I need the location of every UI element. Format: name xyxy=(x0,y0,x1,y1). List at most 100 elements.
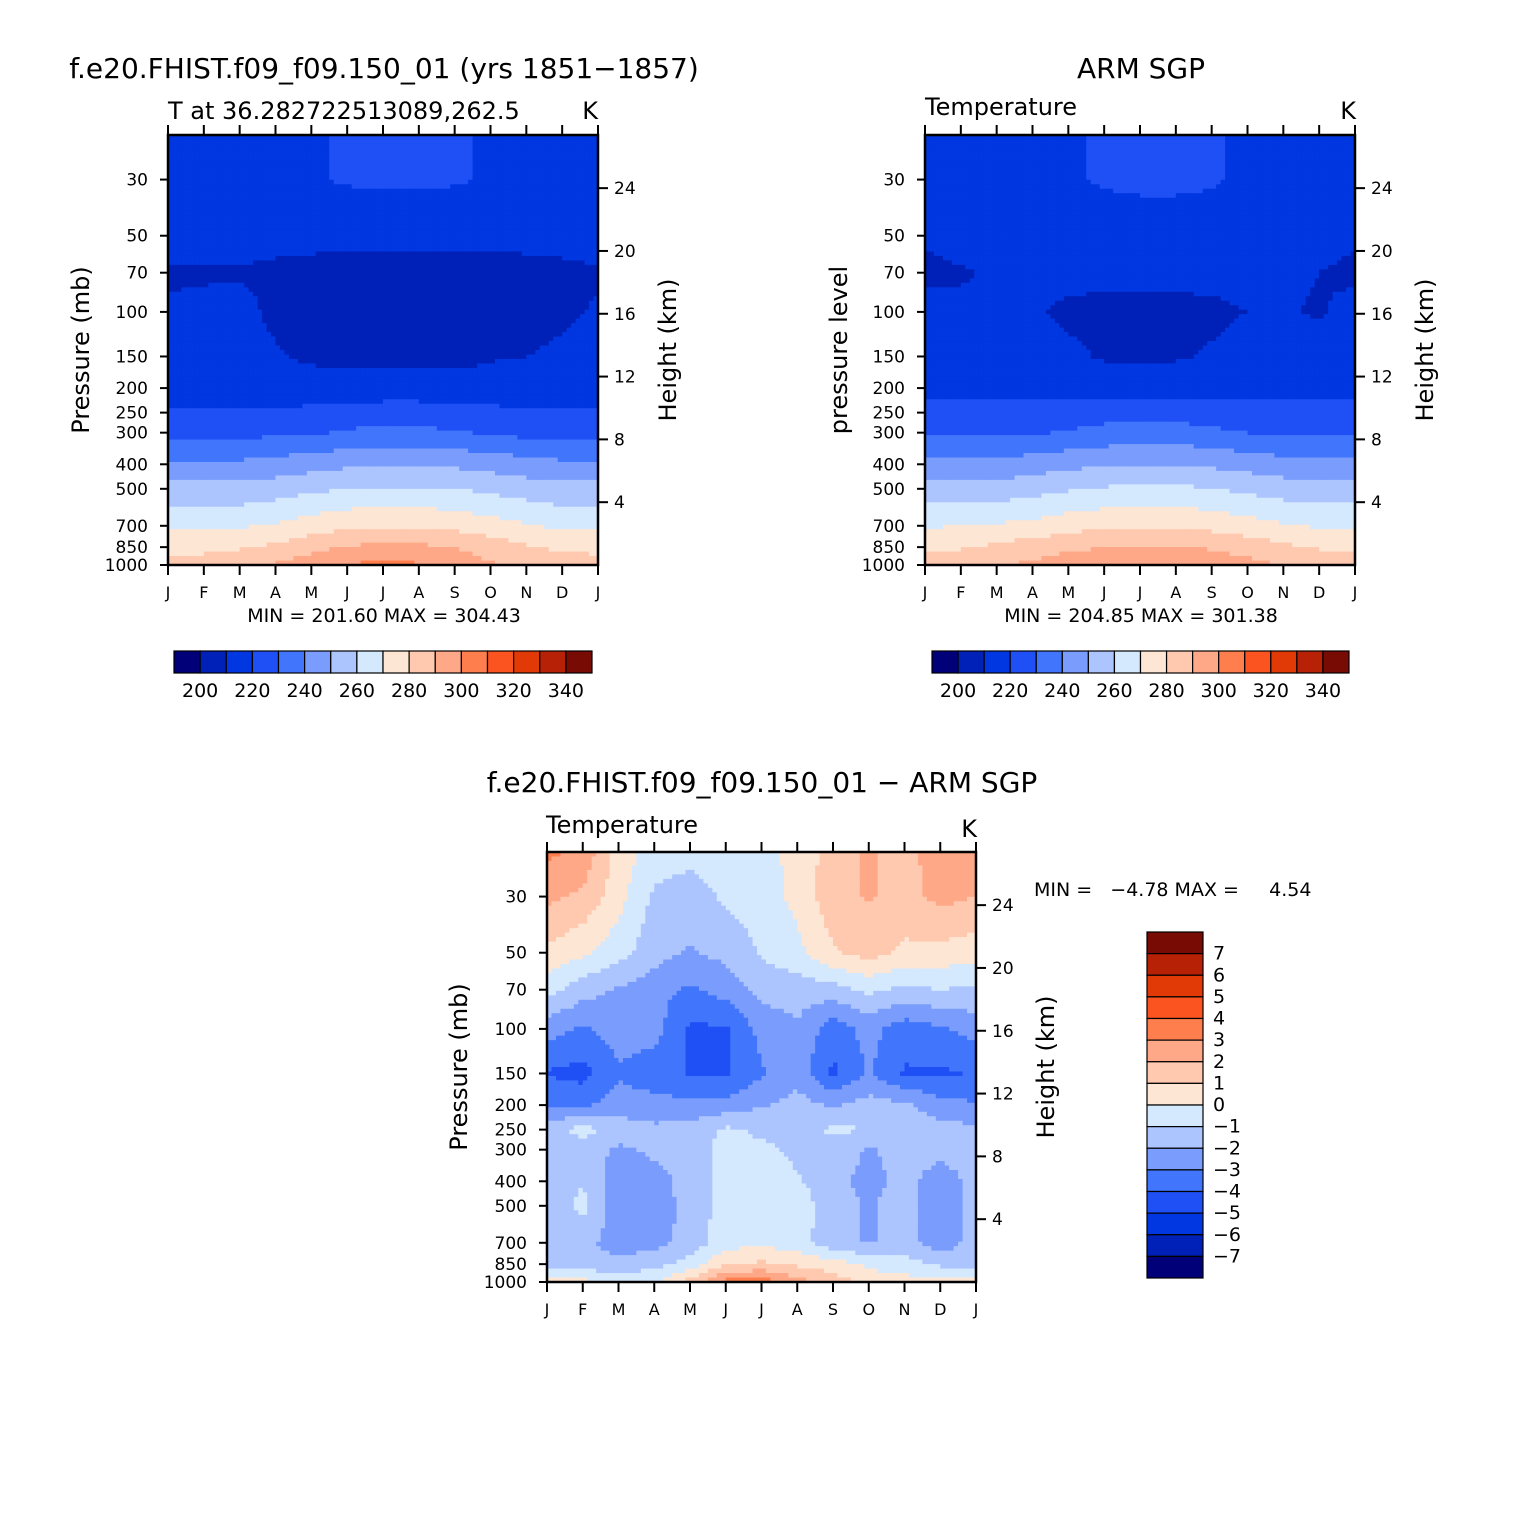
contour-cell xyxy=(539,323,545,329)
contour-cell xyxy=(351,300,357,306)
contour-cell xyxy=(378,296,384,302)
contour-cell xyxy=(494,255,501,262)
contour-cell xyxy=(194,211,200,217)
contour-cell xyxy=(517,184,523,190)
contour-cell xyxy=(490,166,496,172)
contour-cell xyxy=(306,197,312,203)
contour-cell xyxy=(351,224,357,230)
contour-cell xyxy=(360,246,366,253)
contour-cell xyxy=(374,188,380,194)
contour-cell xyxy=(271,264,277,270)
contour-cell xyxy=(262,148,268,154)
contour-cell xyxy=(212,332,218,338)
contour-cell xyxy=(342,184,348,190)
contour-cell xyxy=(324,193,330,199)
contour-cell xyxy=(208,350,214,356)
contour-cell xyxy=(378,282,384,288)
contour-cell xyxy=(356,255,362,262)
contour-cell xyxy=(445,148,451,154)
contour-cell xyxy=(409,358,415,365)
contour-cell xyxy=(562,287,568,293)
contour-cell xyxy=(472,242,478,248)
contour-cell xyxy=(248,305,254,311)
contour-cell xyxy=(553,305,559,311)
contour-cell xyxy=(257,273,263,279)
contour-cell xyxy=(445,161,451,167)
contour-cell xyxy=(221,193,227,199)
contour-cell xyxy=(566,143,572,150)
contour-cell xyxy=(297,363,303,369)
contour-cell xyxy=(329,143,335,150)
contour-cell xyxy=(333,157,339,163)
contour-cell xyxy=(539,269,545,275)
contour-cell xyxy=(409,166,415,172)
contour-cell xyxy=(329,211,335,217)
contour-cell xyxy=(275,287,281,293)
contour-cell xyxy=(279,300,286,306)
contour-cell xyxy=(279,287,286,293)
contour-cell xyxy=(194,229,200,235)
contour-cell xyxy=(427,282,433,288)
contour-cell xyxy=(338,273,344,279)
contour-cell xyxy=(517,305,523,311)
contour-cell xyxy=(203,246,209,253)
contour-cell xyxy=(293,350,299,356)
contour-cell xyxy=(441,220,447,226)
contour-cell xyxy=(544,148,550,154)
contour-cell xyxy=(253,246,259,253)
contour-cell xyxy=(481,170,487,176)
contour-cell xyxy=(405,327,411,333)
contour-cell xyxy=(194,287,200,293)
contour-cell xyxy=(356,309,362,315)
contour-cell xyxy=(185,264,191,270)
contour-cell xyxy=(494,135,501,141)
contour-cell xyxy=(584,358,590,365)
contour-cell xyxy=(212,341,218,347)
contour-cell xyxy=(418,255,424,262)
contour-cell xyxy=(351,291,357,297)
contour-cell xyxy=(271,229,277,235)
contour-cell xyxy=(315,300,321,306)
contour-cell xyxy=(423,161,429,167)
contour-cell xyxy=(503,350,510,356)
contour-cell xyxy=(584,184,590,190)
contour-cell xyxy=(427,345,433,351)
contour-cell xyxy=(347,305,353,311)
contour-cell xyxy=(409,327,415,333)
contour-cell xyxy=(383,238,389,244)
contour-cell xyxy=(347,238,353,244)
contour-cell xyxy=(436,323,442,329)
contour-cell xyxy=(378,139,384,145)
contour-cell xyxy=(553,287,559,293)
contour-cell xyxy=(405,358,411,365)
contour-cell xyxy=(418,202,424,208)
contour-cell xyxy=(347,184,353,190)
contour-cell xyxy=(311,170,317,176)
contour-cell xyxy=(333,202,339,208)
contour-cell xyxy=(342,354,348,360)
contour-cell xyxy=(190,318,196,324)
contour-cell xyxy=(374,202,380,208)
contour-cell xyxy=(194,179,200,185)
contour-cell xyxy=(320,242,326,248)
contour-cell xyxy=(176,179,183,185)
contour-cell xyxy=(432,193,438,199)
contour-cell xyxy=(181,152,187,158)
contour-cell xyxy=(472,318,478,324)
contour-cell xyxy=(521,188,527,194)
contour-cell xyxy=(190,148,196,154)
contour-cell xyxy=(181,354,187,360)
contour-cell xyxy=(445,269,451,275)
contour-cell xyxy=(481,251,487,257)
contour-cell xyxy=(468,287,474,293)
contour-cell xyxy=(427,197,433,203)
contour-cell xyxy=(239,215,245,221)
contour-cell xyxy=(454,260,460,266)
contour-cell xyxy=(436,215,442,221)
contour-cell xyxy=(279,184,286,190)
contour-cell xyxy=(279,175,286,181)
contour-cell xyxy=(472,363,478,369)
contour-cell xyxy=(427,314,433,320)
contour-cell xyxy=(262,220,268,226)
contour-cell xyxy=(342,175,348,181)
